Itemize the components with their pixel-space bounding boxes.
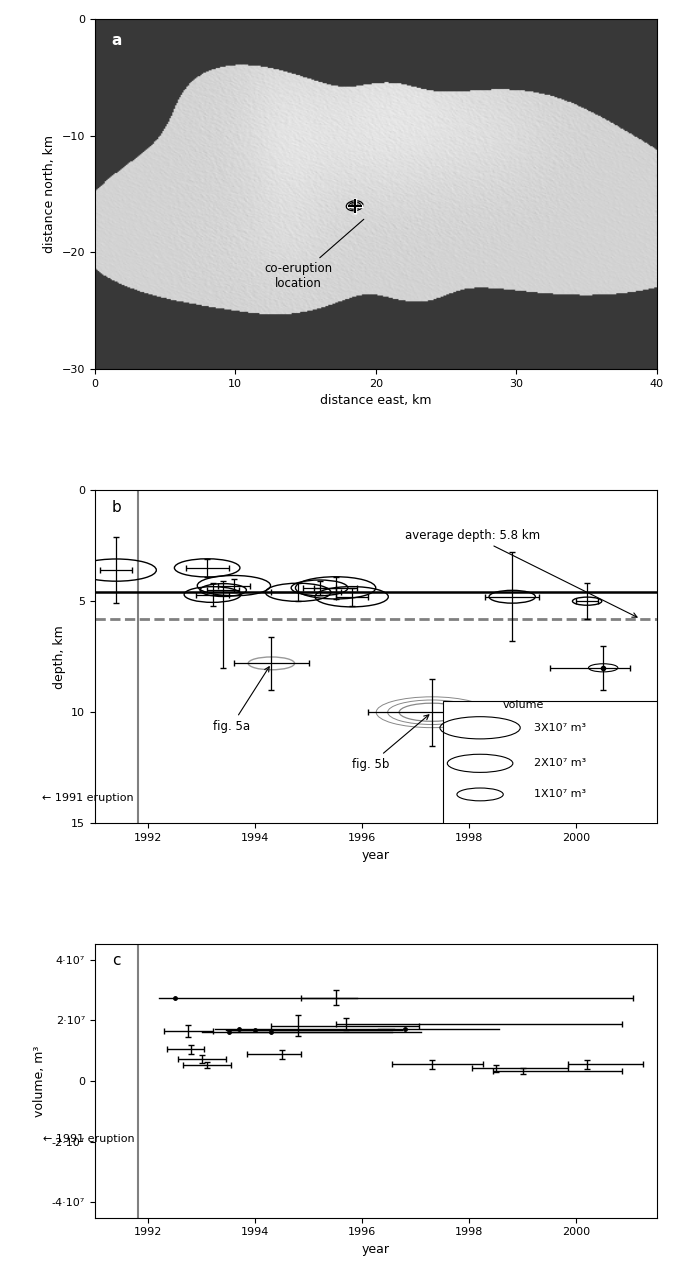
Y-axis label: volume, m³: volume, m³: [33, 1045, 46, 1117]
Text: a: a: [112, 33, 122, 49]
Text: co-eruption
location: co-eruption location: [265, 219, 364, 290]
Text: ← 1991 eruption: ← 1991 eruption: [43, 1133, 135, 1143]
Y-axis label: distance north, km: distance north, km: [43, 136, 56, 253]
Text: fig. 5b: fig. 5b: [351, 715, 429, 771]
Text: ← 1991 eruption: ← 1991 eruption: [42, 793, 133, 803]
Text: 2X10⁷ m³: 2X10⁷ m³: [533, 758, 586, 769]
Y-axis label: depth, km: depth, km: [53, 625, 66, 688]
Text: fig. 5a: fig. 5a: [213, 666, 269, 733]
Text: volume: volume: [502, 700, 544, 710]
X-axis label: distance east, km: distance east, km: [320, 394, 431, 407]
X-axis label: year: year: [362, 1243, 390, 1256]
Bar: [443, 701, 657, 830]
Text: b: b: [112, 500, 121, 515]
Text: c: c: [112, 953, 120, 968]
Text: 3X10⁷ m³: 3X10⁷ m³: [533, 723, 586, 733]
Text: 1X10⁷ m³: 1X10⁷ m³: [533, 789, 586, 799]
Text: average depth: 5.8 km: average depth: 5.8 km: [405, 530, 637, 618]
X-axis label: year: year: [362, 848, 390, 862]
